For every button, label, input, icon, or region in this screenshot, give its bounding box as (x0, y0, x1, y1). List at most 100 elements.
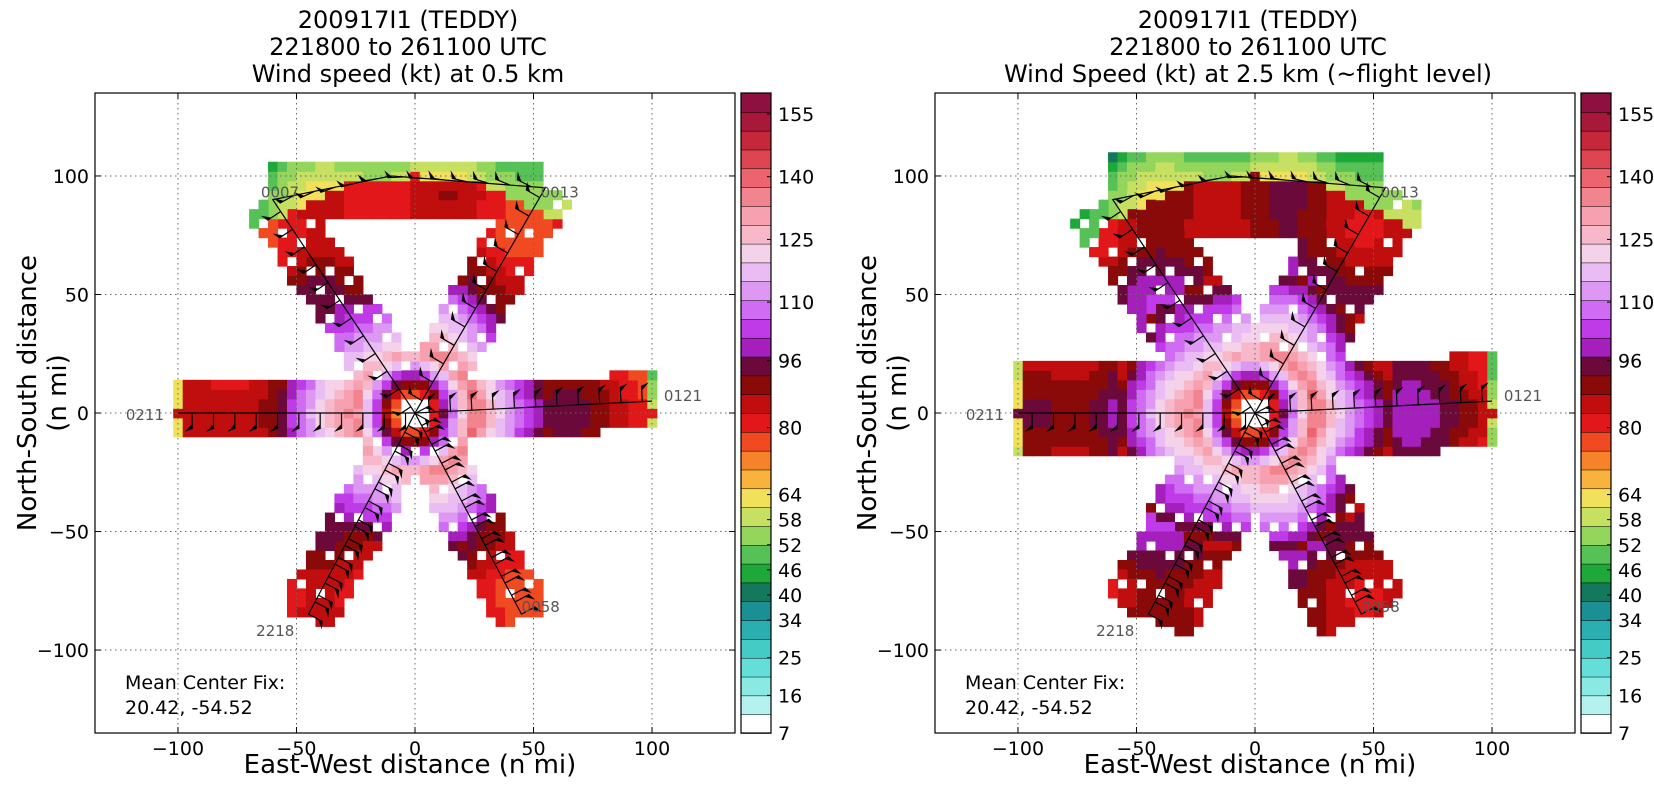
wind-cell (343, 503, 354, 514)
wind-cell (1373, 379, 1384, 390)
wind-cell (1136, 247, 1147, 258)
colorbar-swatch (740, 375, 772, 395)
wind-cell (296, 427, 307, 438)
wind-cell (353, 171, 364, 182)
wind-cell (1240, 351, 1251, 362)
wind-cell (1231, 190, 1242, 201)
wind-cell (410, 427, 421, 438)
wind-cell (343, 209, 354, 220)
wind-cell (505, 541, 516, 552)
wind-cell (1022, 360, 1033, 371)
wind-cell (362, 398, 373, 409)
wind-cell (1221, 417, 1232, 428)
wind-cell (1202, 493, 1213, 504)
wind-cell (410, 455, 421, 466)
wind-cell (438, 360, 449, 371)
wind-cell (486, 285, 497, 296)
colorbar-tick-label: 40 (1618, 585, 1642, 607)
wind-cell (1307, 171, 1318, 182)
colorbar-swatch (1580, 638, 1612, 659)
wind-cell (1288, 559, 1299, 571)
wind-cell (438, 190, 449, 201)
wind-cell (277, 171, 288, 182)
wind-cell (1164, 474, 1176, 485)
wind-cell (1259, 522, 1270, 533)
wind-cell (505, 427, 516, 438)
colorbar-swatch (1580, 544, 1612, 565)
wind-cell (599, 389, 610, 400)
wind-barb-flag (1301, 292, 1307, 303)
wind-cell (1145, 303, 1157, 315)
wind-cell (1487, 427, 1498, 438)
wind-barb-flag (1481, 382, 1489, 391)
colorbar-swatch (740, 149, 772, 170)
wind-cell (1297, 322, 1308, 334)
wind-cell (524, 247, 535, 258)
wind-cell (362, 503, 373, 514)
wind-cell (1174, 446, 1185, 457)
wind-cell (296, 597, 307, 608)
wind-cell (448, 199, 459, 210)
wind-cell (1345, 209, 1356, 220)
wind-barb (373, 370, 388, 381)
wind-cell (476, 237, 487, 248)
wind-cell (1051, 389, 1062, 400)
wind-cell (1354, 408, 1365, 419)
wind-cell (1430, 370, 1441, 381)
wind-cell (1354, 503, 1365, 514)
wind-cell (1316, 607, 1327, 618)
wind-cell (1051, 398, 1062, 409)
wind-barb-flag (471, 390, 479, 400)
wind-cell (1458, 436, 1469, 447)
colorbar-tick-label: 25 (778, 648, 802, 670)
wind-cell (1193, 370, 1204, 381)
wind-barb-flag (1113, 198, 1125, 204)
wind-cell (1127, 569, 1138, 580)
wind-cell (258, 417, 269, 428)
wind-cell (1164, 522, 1176, 533)
wind-cell (543, 190, 554, 201)
wind-cell (467, 427, 478, 438)
wind-cell (362, 522, 373, 533)
wind-cell (1183, 294, 1194, 305)
wind-cell (561, 379, 573, 390)
wind-cell (1383, 588, 1394, 599)
wind-cell (495, 588, 506, 599)
wind-cell (1089, 436, 1100, 447)
wind-cell (486, 503, 497, 514)
wind-cell (419, 455, 430, 466)
wind-cell (239, 389, 250, 400)
wind-cell (334, 256, 345, 267)
wind-cell (287, 597, 298, 608)
wind-barb-flag (1219, 393, 1230, 398)
wind-cell (1278, 322, 1289, 334)
wind-barb (1334, 556, 1350, 565)
wind-cell (1316, 285, 1327, 296)
wind-cell (334, 503, 345, 514)
wind-barb-flag (376, 424, 385, 432)
wind-cell (1297, 588, 1308, 599)
wind-cell (419, 199, 430, 210)
wind-cell (1117, 559, 1128, 571)
wind-cell (467, 256, 478, 267)
wind-cell (1345, 484, 1356, 495)
wind-cell (1354, 446, 1365, 457)
wind-cell (1316, 218, 1327, 229)
wind-cell (448, 512, 459, 523)
wind-cell (1373, 360, 1384, 371)
wind-barb-flag (1244, 456, 1249, 467)
wind-cell (182, 398, 193, 409)
wind-cell (1383, 247, 1394, 258)
wind-cell (1183, 237, 1194, 248)
wind-cell (1193, 446, 1204, 457)
wind-cell (1288, 294, 1299, 305)
colorbar-swatch (1580, 695, 1612, 715)
wind-cell (1193, 522, 1204, 533)
wind-cell (514, 588, 525, 599)
wind-cell (1164, 436, 1176, 447)
wind-cell (1145, 522, 1157, 533)
wind-barb-flag (1264, 405, 1276, 412)
wind-cell (1183, 389, 1194, 400)
wind-cell (533, 379, 544, 390)
colorbar-tick-label: 110 (1618, 292, 1654, 314)
